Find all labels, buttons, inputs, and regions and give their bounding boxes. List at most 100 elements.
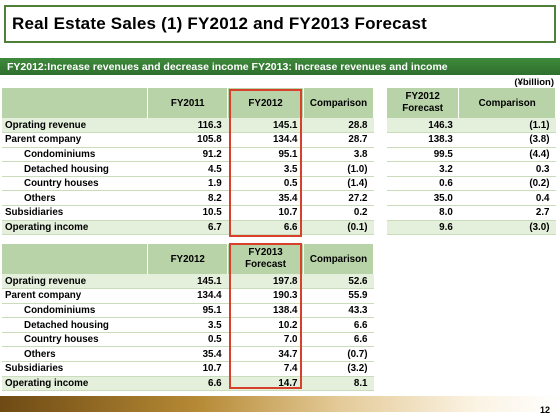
cell: 28.7 [303, 132, 374, 148]
cell: 28.8 [303, 118, 374, 134]
cell: 6.6 [227, 220, 304, 236]
cell: (3.2) [303, 361, 374, 377]
table-row: Oprating revenue 145.1 197.8 52.6 [2, 274, 374, 290]
cell: 105.8 [147, 132, 228, 148]
header-fy2011: FY2011 [147, 88, 229, 118]
cell: 10.7 [147, 361, 228, 377]
header-blank [2, 244, 149, 274]
table-row: Parent company 105.8 134.4 28.7 [2, 132, 374, 148]
table-row: 138.3 (3.8) [387, 132, 556, 148]
cell: 9.6 [387, 220, 459, 236]
cell: 138.4 [227, 303, 304, 319]
header-fy2012: FY2012 [227, 88, 305, 118]
cell: 145.1 [227, 118, 304, 134]
cell: (4.4) [458, 147, 556, 163]
cell: (1.1) [458, 118, 556, 134]
fy2012-forecast-table: FY2012 Forecast Comparison 146.3 (1.1) 1… [387, 88, 556, 236]
cell: 6.6 [303, 332, 374, 348]
cell: (1.4) [303, 176, 374, 192]
cell: 146.3 [387, 118, 459, 134]
fy2013-column-highlight [229, 243, 302, 389]
cell: 3.2 [387, 161, 459, 177]
cell: 190.3 [227, 288, 304, 304]
row-label: Operating income [2, 220, 148, 236]
header-fy2012: FY2012 [147, 244, 229, 274]
cell: 116.3 [147, 118, 228, 134]
header-blank [2, 88, 149, 118]
cell: 0.5 [227, 176, 304, 192]
row-label: Parent company [2, 288, 148, 304]
unit-label: (¥billion) [514, 77, 554, 88]
cell: 1.9 [147, 176, 228, 192]
table-row: 3.2 0.3 [387, 161, 556, 177]
cell: 91.2 [147, 147, 228, 163]
header-comparison: Comparison [303, 244, 374, 274]
row-label: Subsidiaries [2, 205, 148, 221]
cell: 27.2 [303, 190, 374, 207]
table-row: Country houses 0.5 7.0 6.6 [2, 332, 374, 348]
row-label: Others [2, 346, 148, 363]
cell: 6.6 [147, 376, 228, 392]
cell: 10.5 [147, 205, 228, 221]
cell: 3.5 [227, 161, 304, 177]
row-label: Detached housing [2, 161, 148, 177]
cell: 43.3 [303, 303, 374, 319]
row-label: Country houses [2, 176, 148, 192]
fy2011-fy2012-table: FY2011 FY2012 Comparison Oprating revenu… [2, 88, 374, 236]
cell: 95.1 [147, 303, 228, 319]
table-row: Country houses 1.9 0.5 (1.4) [2, 176, 374, 192]
table-row: 8.0 2.7 [387, 205, 556, 221]
table-row: Oprating revenue 116.3 145.1 28.8 [2, 118, 374, 134]
cell: 6.7 [147, 220, 228, 236]
cell: 35.0 [387, 190, 459, 207]
cell: (0.1) [303, 220, 374, 236]
summary-banner: FY2012:Increase revenues and decrease in… [0, 58, 560, 75]
cell: 197.8 [227, 274, 304, 290]
table-row: 99.5 (4.4) [387, 147, 556, 163]
table-row: Others 8.2 35.4 27.2 [2, 190, 374, 207]
row-label: Oprating revenue [2, 118, 148, 134]
cell: (3.8) [458, 132, 556, 148]
cell: 6.6 [303, 317, 374, 333]
header-comparison: Comparison [458, 88, 556, 118]
cell: 0.3 [458, 161, 556, 177]
page-number: 12 [539, 405, 550, 415]
row-label: Subsidiaries [2, 361, 148, 377]
table-row: 9.6 (3.0) [387, 220, 556, 236]
cell: 10.2 [227, 317, 304, 333]
cell: 55.9 [303, 288, 374, 304]
row-label: Oprating revenue [2, 274, 148, 290]
cell: 8.2 [147, 190, 228, 207]
row-label: Condominiums [2, 147, 148, 163]
cell: 3.8 [303, 147, 374, 163]
cell: (3.0) [458, 220, 556, 236]
cell: 7.4 [227, 361, 304, 377]
row-label: Condominiums [2, 303, 148, 319]
table-row: Subsidiaries 10.7 7.4 (3.2) [2, 361, 374, 377]
row-label: Operating income [2, 376, 148, 392]
title-box: Real Estate Sales (1) FY2012 and FY2013 … [4, 5, 556, 43]
cell: 8.0 [387, 205, 459, 221]
cell: 35.4 [147, 346, 228, 363]
footer-gradient-bar [0, 396, 560, 412]
cell: (1.0) [303, 161, 374, 177]
table-row: 146.3 (1.1) [387, 118, 556, 134]
table-row: Subsidiaries 10.5 10.7 0.2 [2, 205, 374, 221]
fy2012-column-highlight [229, 89, 302, 237]
cell: 2.7 [458, 205, 556, 221]
table-row: Detached housing 3.5 10.2 6.6 [2, 317, 374, 333]
row-label: Detached housing [2, 317, 148, 333]
header-fy2013-forecast: FY2013 Forecast [227, 244, 304, 274]
cell: 8.1 [303, 376, 374, 392]
cell: 4.5 [147, 161, 228, 177]
row-label: Country houses [2, 332, 148, 348]
table-row: Parent company 134.4 190.3 55.9 [2, 288, 374, 304]
cell: 0.6 [387, 176, 459, 192]
cell: (0.7) [303, 346, 374, 363]
cell: 10.7 [227, 205, 304, 221]
cell: 52.6 [303, 274, 374, 290]
cell: 0.4 [458, 190, 556, 207]
header-comparison: Comparison [303, 88, 374, 118]
page-title: Real Estate Sales (1) FY2012 and FY2013 … [12, 14, 427, 33]
row-label: Parent company [2, 132, 148, 148]
